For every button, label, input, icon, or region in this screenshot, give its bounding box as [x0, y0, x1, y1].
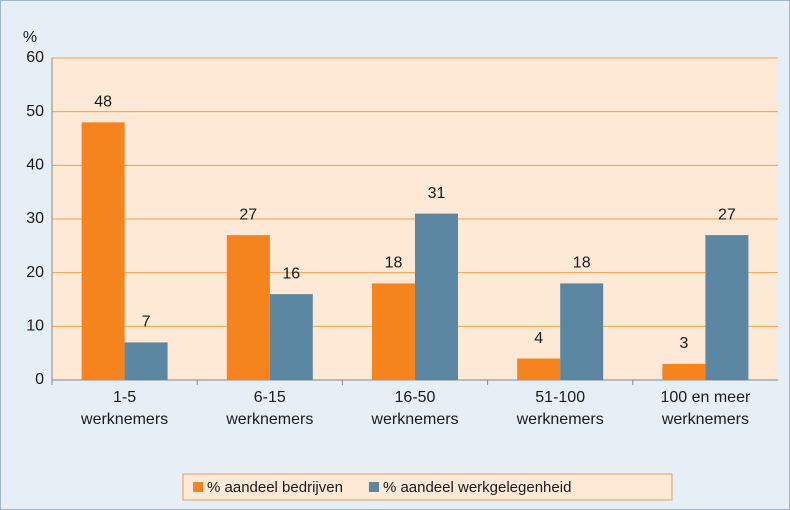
x-tick-label: 100 en meer [660, 389, 751, 406]
data-label: 16 [282, 265, 300, 282]
x-tick-label: 1-5 [113, 389, 136, 406]
bar [517, 358, 561, 380]
y-tick-label: 20 [26, 264, 44, 281]
y-axis-label: % [23, 29, 37, 46]
bar [662, 363, 706, 380]
data-label: 27 [239, 206, 257, 223]
legend-swatch [193, 482, 203, 492]
data-label: 7 [142, 314, 151, 331]
x-tick-label: werknemers [225, 411, 313, 428]
x-tick-label: werknemers [80, 411, 168, 428]
data-label: 3 [679, 335, 688, 352]
x-tick-label: werknemers [370, 411, 458, 428]
x-tick-label: werknemers [516, 411, 604, 428]
bar [269, 294, 313, 380]
bar [560, 283, 604, 380]
data-label: 4 [534, 330, 543, 347]
x-tick-label: 51-100 [535, 389, 585, 406]
x-tick-label: werknemers [661, 411, 749, 428]
bar [124, 342, 168, 380]
y-tick-label: 50 [26, 103, 44, 120]
y-tick-label: 0 [35, 371, 44, 388]
bar [372, 283, 415, 380]
x-tick-label: 16-50 [395, 389, 436, 406]
bar [705, 235, 749, 380]
data-label: 27 [718, 206, 736, 223]
bar [226, 235, 270, 380]
legend-label: % aandeel bedrijven [207, 479, 343, 496]
legend-label: % aandeel werkgelegenheid [383, 479, 571, 496]
data-label: 18 [385, 255, 403, 272]
y-tick-label: 10 [26, 318, 44, 335]
legend-swatch [368, 482, 379, 492]
data-label: 31 [428, 185, 446, 202]
data-label: 48 [94, 94, 112, 111]
y-tick-label: 40 [26, 157, 44, 174]
x-tick-label: 6-15 [254, 389, 286, 406]
y-tick-label: 30 [26, 210, 44, 227]
y-tick-label: 60 [26, 49, 44, 66]
bar [415, 213, 458, 380]
data-label: 18 [573, 255, 591, 272]
legend-box [182, 473, 673, 501]
bar [81, 122, 125, 381]
